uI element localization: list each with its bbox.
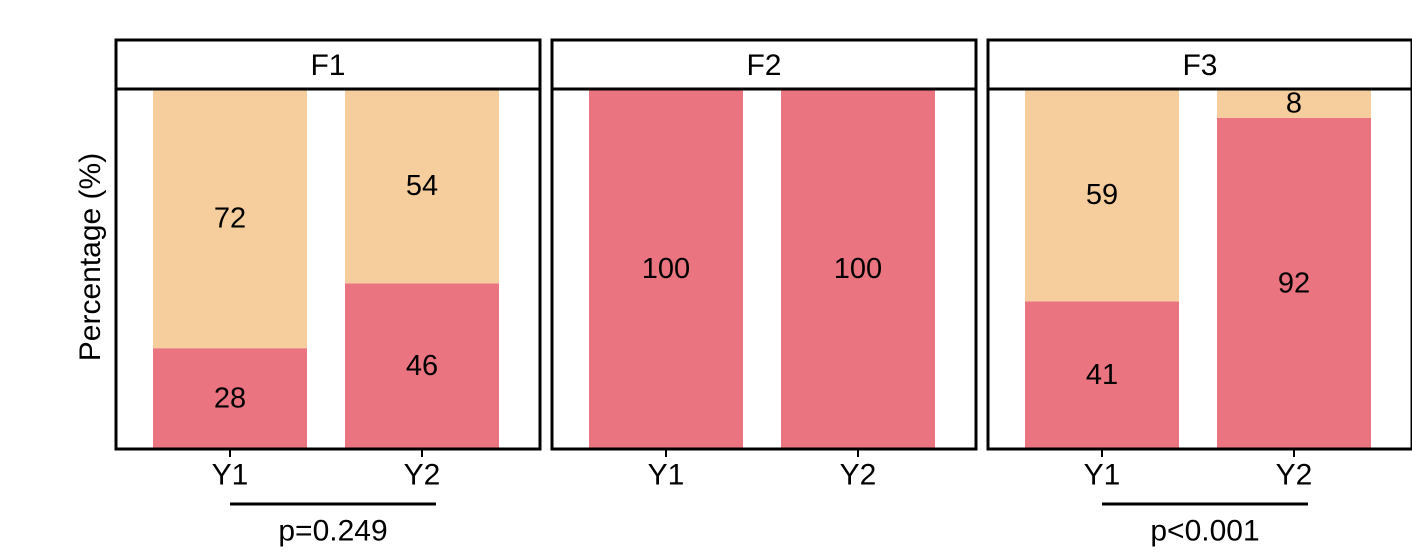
bar-segment-bottom xyxy=(589,89,743,449)
facet-strip-label: F3 xyxy=(1182,49,1217,82)
bar-data-label: 46 xyxy=(406,350,438,382)
x-tick-label: Y2 xyxy=(404,459,441,492)
panel-f1: F1 72 28 Y1 54 46 Y2 p=0.249 xyxy=(114,38,542,548)
bar-data-label: 8 xyxy=(1286,87,1302,119)
facet-strip-label: F1 xyxy=(310,49,345,82)
bar-data-label: 28 xyxy=(214,383,246,415)
y-axis-label: Percentage (%) xyxy=(74,153,107,361)
x-tick-label: Y2 xyxy=(1276,459,1313,492)
bar-segment-top xyxy=(1025,89,1179,302)
bar-segment-top xyxy=(153,89,307,349)
facet-panels: F1 72 28 Y1 54 46 Y2 p=0.249 F2 100 Y1 100 Y2 F3 59 41 Y… xyxy=(114,38,1412,548)
x-tick-label: Y1 xyxy=(1084,459,1121,492)
x-tick-label: Y1 xyxy=(648,459,685,492)
bar-segment-bottom xyxy=(153,348,307,449)
bar-data-label: 92 xyxy=(1278,267,1310,299)
bar-data-label: 100 xyxy=(642,253,690,285)
panel-border xyxy=(114,87,542,451)
bar-data-label: 54 xyxy=(406,170,438,202)
p-value-label: p<0.001 xyxy=(1150,515,1259,548)
bar-data-label: 41 xyxy=(1086,359,1118,391)
panel-f3: F3 59 41 Y1 8 92 Y2 p<0.001 xyxy=(986,38,1412,548)
panel-border xyxy=(550,87,978,451)
bar-data-label: 72 xyxy=(214,203,246,235)
facet-strip xyxy=(986,38,1412,91)
panel-f2: F2 100 Y1 100 Y2 xyxy=(550,38,978,492)
bar-segment-top xyxy=(345,89,499,284)
x-tick-label: Y1 xyxy=(212,459,249,492)
p-value-label: p=0.249 xyxy=(278,515,387,548)
bar-segment-top xyxy=(1217,89,1371,118)
bar-segment-bottom xyxy=(1217,117,1371,450)
bar-data-label: 59 xyxy=(1086,179,1118,211)
bar-segment-bottom xyxy=(345,283,499,449)
facet-strip-label: F2 xyxy=(746,49,781,82)
bar-segment-bottom xyxy=(1025,301,1179,449)
facet-strip xyxy=(114,38,542,91)
x-tick-label: Y2 xyxy=(840,459,877,492)
bar-segment-bottom xyxy=(781,89,935,449)
bar-data-label: 100 xyxy=(834,253,882,285)
panel-border xyxy=(986,87,1412,451)
